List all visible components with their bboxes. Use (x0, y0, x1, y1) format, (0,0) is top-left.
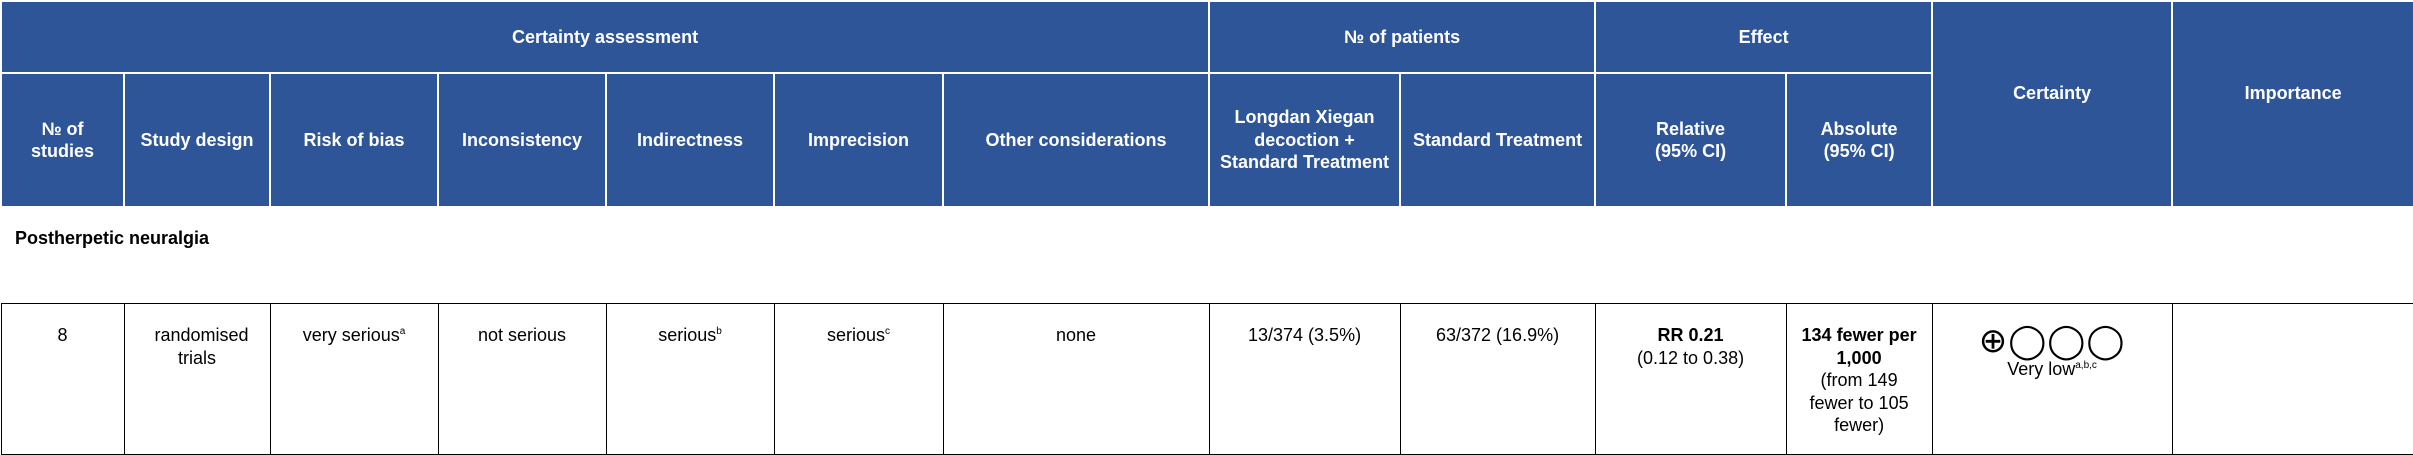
cell: 134 fewer per 1,000 (from 149 fewer to 10… (1785, 303, 1933, 455)
cell: seriousc (773, 303, 944, 455)
cell: 13/374 (3.5%) (1208, 303, 1401, 455)
column-header: Study design (123, 72, 271, 208)
estimate: 134 fewer per 1,000 (1801, 325, 1917, 368)
cell: not serious (437, 303, 607, 455)
cell (2171, 303, 2413, 455)
column-header: Relative (95% CI) (1594, 72, 1788, 208)
column-header: Inconsistency (437, 72, 607, 208)
cell: none (942, 303, 1210, 455)
column-header: Imprecision (773, 72, 944, 208)
cell-text: very serious (302, 325, 400, 345)
column-header: Risk of bias (269, 72, 439, 208)
cell: RR 0.21 (0.12 to 0.38) (1594, 303, 1787, 455)
column-header: № of studies (0, 72, 125, 208)
cell: very seriousa (269, 303, 439, 455)
cell-text: serious (658, 325, 717, 345)
column-header: Indirectness (605, 72, 775, 208)
group-header: Certainty assessment (0, 0, 1211, 74)
certainty-symbols: ⊕◯◯◯ (1978, 322, 2126, 360)
cell: seriousb (605, 303, 775, 455)
cell: 8 (0, 303, 125, 455)
certainty-rating: Very low (2007, 359, 2076, 379)
cell: ⊕◯◯◯ Very lowa,b,c (1931, 303, 2173, 455)
group-header: Certainty (1931, 0, 2174, 208)
footnote: c (885, 326, 891, 337)
column-header: Longdan Xiegan decoction + Standard Trea… (1208, 72, 1402, 208)
group-header: Effect (1594, 0, 1934, 74)
estimate: RR 0.21 (1657, 325, 1724, 345)
section-label: Postherpetic neuralgia (15, 228, 210, 248)
column-header: Standard Treatment (1399, 72, 1597, 208)
group-header: Importance (2171, 0, 2413, 208)
column-header: Other considerations (941, 72, 1211, 208)
cell: 63/372 (16.9%) (1399, 303, 1596, 455)
cell-text: serious (826, 325, 886, 345)
footnote: a (399, 326, 406, 337)
column-header: Absolute (95% CI) (1785, 72, 1934, 208)
ci: (0.12 to 0.38) (1637, 347, 1745, 368)
ci: (from 149 fewer to 105 fewer) (1809, 370, 1909, 435)
footnote: a,b,c (2075, 360, 2097, 371)
group-header: № of patients (1208, 0, 1597, 74)
footnote: b (716, 326, 722, 337)
